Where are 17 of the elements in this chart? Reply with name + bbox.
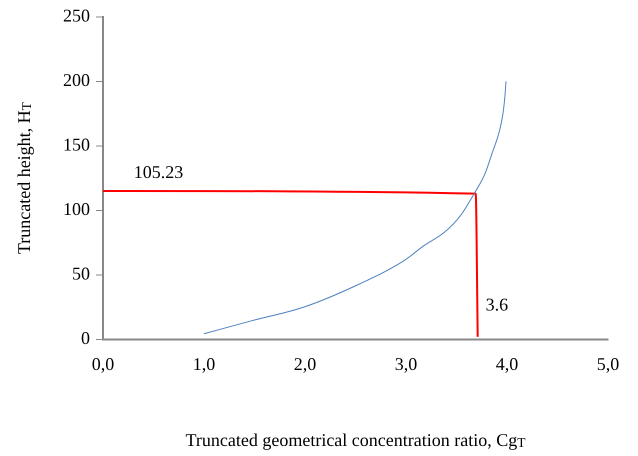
x-tick-label: 3,0 (394, 354, 418, 374)
y-tick-label: 100 (63, 199, 90, 220)
line-series (204, 80, 506, 334)
y-axis-title: Truncated height, HT (14, 101, 34, 254)
x-tick-label: 4,0 (496, 354, 518, 374)
x-tick-label: 5,0 (596, 354, 620, 374)
annotation: 3.6 (486, 294, 508, 314)
y-tick-label: 50 (72, 264, 90, 284)
x-axis-title: Truncated geometrical concentration ratio, CgT (186, 430, 526, 450)
y-tick-label: 150 (63, 134, 90, 155)
annotation: 105.23 (134, 162, 184, 182)
x-tick-label: 2,0 (294, 354, 316, 374)
x-tick-label: 0,0 (92, 354, 114, 374)
y-tick-label: 0 (81, 328, 90, 348)
x-tick-label: 1,0 (192, 354, 216, 374)
y-tick-label: 250 (63, 6, 90, 26)
y-tick-label: 200 (63, 70, 90, 90)
